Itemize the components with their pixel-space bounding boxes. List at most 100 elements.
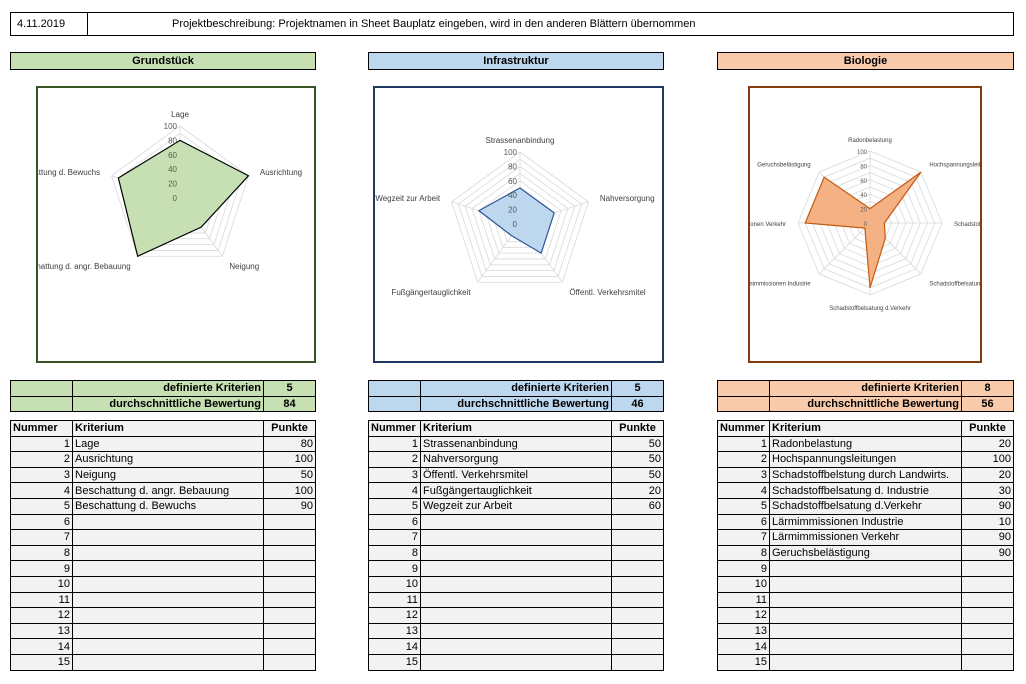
row-criterion[interactable]: Radonbelastung xyxy=(769,435,962,453)
row-number[interactable]: 13 xyxy=(10,622,73,640)
row-criterion[interactable] xyxy=(769,622,962,640)
radar-chart[interactable]: 0 20 40 60 80 100 Lage Ausrichtung Neigung Bescha… xyxy=(36,86,316,363)
row-number[interactable]: 3 xyxy=(10,466,73,484)
row-number[interactable]: 15 xyxy=(10,653,73,671)
row-criterion[interactable] xyxy=(420,638,612,655)
row-number[interactable]: 14 xyxy=(10,638,73,655)
row-points[interactable] xyxy=(961,575,1014,593)
row-number[interactable]: 1 xyxy=(368,435,421,453)
row-points[interactable] xyxy=(263,529,316,546)
row-number[interactable]: 11 xyxy=(368,591,421,609)
row-criterion[interactable] xyxy=(420,544,612,562)
row-criterion[interactable]: Schadstoffbelsatung d.Verkehr xyxy=(769,497,962,515)
row-number[interactable]: 1 xyxy=(10,435,73,453)
row-number[interactable]: 3 xyxy=(368,466,421,484)
row-criterion[interactable]: Lärmimmissionen Industrie xyxy=(769,513,962,531)
row-points[interactable]: 50 xyxy=(611,466,664,484)
row-points[interactable] xyxy=(611,607,664,624)
row-number[interactable]: 14 xyxy=(368,638,421,655)
row-criterion[interactable] xyxy=(72,513,264,531)
col-header-number[interactable]: Nummer xyxy=(717,420,770,437)
row-criterion[interactable] xyxy=(420,513,612,531)
row-criterion[interactable]: Beschattung d. angr. Bebauung xyxy=(72,482,264,499)
row-number[interactable]: 13 xyxy=(717,622,770,640)
row-criterion[interactable] xyxy=(72,544,264,562)
average-rating-value[interactable]: 56 xyxy=(961,395,1014,413)
row-points[interactable]: 50 xyxy=(263,466,316,484)
summary-blank-cell[interactable] xyxy=(717,395,770,413)
radar-chart[interactable]: 0 20 40 60 80 100 Strassenanbindung Nahversorgu… xyxy=(373,86,664,363)
row-points[interactable]: 20 xyxy=(611,482,664,499)
row-points[interactable] xyxy=(611,513,664,531)
row-number[interactable]: 6 xyxy=(717,513,770,531)
row-points[interactable] xyxy=(263,638,316,655)
row-number[interactable]: 6 xyxy=(10,513,73,531)
defined-criteria-value[interactable]: 5 xyxy=(611,380,664,397)
row-points[interactable]: 90 xyxy=(961,544,1014,562)
row-points[interactable]: 60 xyxy=(611,497,664,515)
row-number[interactable]: 12 xyxy=(717,607,770,624)
row-number[interactable]: 13 xyxy=(368,622,421,640)
row-points[interactable] xyxy=(263,544,316,562)
row-points[interactable] xyxy=(961,622,1014,640)
row-criterion[interactable] xyxy=(769,591,962,609)
summary-blank-cell[interactable] xyxy=(10,380,73,397)
row-criterion[interactable] xyxy=(420,607,612,624)
defined-criteria-value[interactable]: 5 xyxy=(263,380,316,397)
row-number[interactable]: 15 xyxy=(717,653,770,671)
row-points[interactable] xyxy=(961,638,1014,655)
col-header-points[interactable]: Punkte xyxy=(263,420,316,437)
row-criterion[interactable] xyxy=(420,653,612,671)
row-number[interactable]: 8 xyxy=(368,544,421,562)
col-header-criterion[interactable]: Kriterium xyxy=(420,420,612,437)
row-number[interactable]: 1 xyxy=(717,435,770,453)
row-number[interactable]: 3 xyxy=(717,466,770,484)
row-number[interactable]: 4 xyxy=(717,482,770,499)
row-criterion[interactable]: Ausrichtung xyxy=(72,451,264,468)
row-criterion[interactable] xyxy=(72,529,264,546)
row-criterion[interactable]: Strassenanbindung xyxy=(420,435,612,453)
row-criterion[interactable]: Schadstoffbelstung durch Landwirts. xyxy=(769,466,962,484)
row-number[interactable]: 15 xyxy=(368,653,421,671)
row-number[interactable]: 7 xyxy=(368,529,421,546)
radar-chart[interactable]: 0 20 40 60 80 100 Radonbelastung Hochspannungsl… xyxy=(748,86,982,363)
row-criterion[interactable] xyxy=(420,622,612,640)
row-number[interactable]: 6 xyxy=(368,513,421,531)
row-criterion[interactable] xyxy=(420,591,612,609)
row-points[interactable]: 100 xyxy=(961,451,1014,468)
row-criterion[interactable] xyxy=(72,622,264,640)
row-number[interactable]: 8 xyxy=(10,544,73,562)
col-header-number[interactable]: Nummer xyxy=(368,420,421,437)
row-points[interactable] xyxy=(611,544,664,562)
row-number[interactable]: 5 xyxy=(10,497,73,515)
row-criterion[interactable] xyxy=(420,575,612,593)
date-cell[interactable]: 4.11.2019 xyxy=(11,13,88,35)
row-points[interactable]: 100 xyxy=(263,451,316,468)
row-points[interactable]: 10 xyxy=(961,513,1014,531)
row-number[interactable]: 4 xyxy=(368,482,421,499)
row-number[interactable]: 9 xyxy=(368,560,421,577)
row-points[interactable] xyxy=(961,591,1014,609)
summary-blank-cell[interactable] xyxy=(717,380,770,397)
row-number[interactable]: 2 xyxy=(10,451,73,468)
row-points[interactable] xyxy=(263,622,316,640)
row-number[interactable]: 7 xyxy=(717,529,770,546)
row-criterion[interactable]: Fußgängertauglichkeit xyxy=(420,482,612,499)
row-points[interactable]: 90 xyxy=(263,497,316,515)
defined-criteria-value[interactable]: 8 xyxy=(961,380,1014,397)
row-criterion[interactable] xyxy=(769,638,962,655)
row-points[interactable] xyxy=(263,591,316,609)
row-points[interactable] xyxy=(611,529,664,546)
row-number[interactable]: 10 xyxy=(717,575,770,593)
row-criterion[interactable] xyxy=(72,560,264,577)
row-number[interactable]: 8 xyxy=(717,544,770,562)
row-criterion[interactable] xyxy=(769,653,962,671)
col-header-criterion[interactable]: Kriterium xyxy=(72,420,264,437)
row-number[interactable]: 5 xyxy=(717,497,770,515)
row-points[interactable] xyxy=(611,653,664,671)
col-header-points[interactable]: Punkte xyxy=(961,420,1014,437)
row-points[interactable]: 30 xyxy=(961,482,1014,499)
row-points[interactable]: 20 xyxy=(961,466,1014,484)
row-criterion[interactable] xyxy=(769,607,962,624)
row-points[interactable] xyxy=(263,560,316,577)
